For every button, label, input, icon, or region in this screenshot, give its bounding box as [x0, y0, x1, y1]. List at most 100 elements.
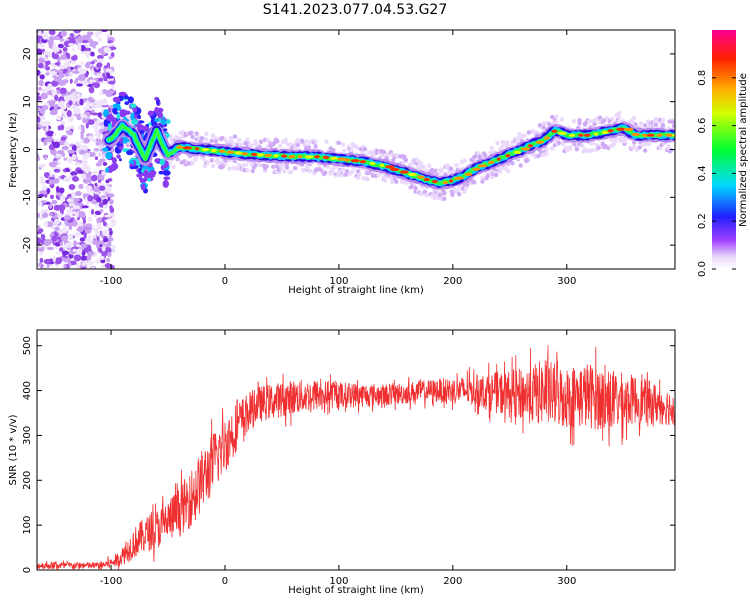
spectrogram-noise-speckle — [76, 83, 83, 87]
spectrogram-halo — [617, 114, 622, 120]
spectrogram-halo — [253, 139, 258, 144]
spectrogram-noise-speckle — [76, 169, 84, 174]
spectrogram-burst — [137, 124, 145, 131]
spectrogram-noise-speckle — [90, 209, 95, 215]
spectrogram-halo — [265, 138, 270, 143]
spectrogram-noise-speckle — [39, 250, 44, 256]
spectrogram-noise-speckle — [64, 60, 71, 67]
spectrogram-noise-speckle — [84, 62, 91, 68]
spectrogram-noise-speckle — [58, 72, 65, 79]
spectrogram-peak — [234, 151, 243, 155]
spectrogram-noise-speckle — [38, 262, 43, 268]
spectrogram-noise-speckle — [57, 43, 64, 49]
spectrogram-halo — [349, 147, 354, 153]
spectrogram-noise-speckle — [101, 252, 108, 257]
spectrogram-peak — [631, 132, 640, 136]
spectrogram-halo — [250, 168, 255, 174]
spectrogram-burst — [123, 95, 129, 100]
spectrogram-burst — [108, 123, 112, 128]
spectrogram-noise-speckle — [77, 45, 82, 51]
spectrogram-noise-speckle — [75, 211, 79, 218]
spectrogram-halo — [668, 148, 674, 153]
spectrogram-noise-speckle — [104, 186, 110, 191]
spectrogram-burst — [127, 96, 134, 104]
spectrogram-noise-speckle — [37, 95, 42, 101]
spectrogram-halo — [343, 172, 348, 177]
spectrogram-halo — [257, 162, 262, 168]
spectrogram-noise-speckle — [80, 61, 84, 66]
spectrogram-noise-speckle — [94, 33, 100, 38]
spectrogram-noise-speckle — [92, 239, 99, 245]
spectrogram-noise-speckle — [97, 173, 102, 180]
spectrogram-noise-speckle — [97, 112, 102, 118]
spectrogram-noise-speckle — [51, 235, 58, 242]
spectrogram-burst — [112, 96, 121, 103]
spectrogram-halo — [275, 138, 280, 144]
spectrogram-burst — [161, 118, 166, 126]
spectrogram-halo — [567, 145, 573, 150]
spectrogram-halo — [100, 124, 105, 130]
spectrogram-peak — [241, 152, 248, 156]
spectrogram-noise-speckle — [105, 179, 110, 184]
spectrogram-noise-speckle — [70, 96, 75, 100]
spectrogram-halo — [253, 162, 258, 168]
spectrogram-noise-speckle — [101, 171, 106, 176]
spectrogram-halo — [525, 158, 530, 163]
spectrogram-noise-speckle — [107, 107, 112, 113]
spectrogram-noise-speckle — [96, 62, 103, 68]
spectrogram-noise-speckle — [47, 246, 54, 251]
spectrogram-peak — [176, 145, 184, 149]
spectrogram-noise-speckle — [102, 245, 106, 252]
spectrogram-halo — [643, 148, 648, 153]
spectrogram-noise-speckle — [37, 92, 40, 97]
spectrogram-burst — [138, 173, 143, 181]
spectrogram-noise-speckle — [66, 156, 74, 163]
spectrogram-noise-speckle — [79, 237, 86, 242]
spectrogram-halo — [258, 139, 264, 144]
spectrogram-noise-speckle — [87, 234, 92, 241]
spectrogram-noise-speckle — [107, 80, 115, 85]
spectrogram-noise-speckle — [83, 115, 88, 119]
spectrogram-noise-speckle — [41, 185, 48, 191]
spectrogram-noise-speckle — [49, 63, 55, 67]
spectrogram-noise-speckle — [50, 194, 54, 200]
spectrogram-noise-speckle — [55, 250, 61, 255]
spectrogram-halo — [380, 153, 385, 158]
spectrogram-halo — [577, 121, 582, 126]
spectrogram-halo — [189, 130, 194, 135]
colorbar: 0.0 0.2 0.4 0.6 0.8 Normalized spectral ampl… — [697, 30, 749, 277]
spectrogram-halo — [230, 140, 235, 145]
spectrogram-burst — [137, 114, 141, 120]
spectrogram-noise-speckle — [79, 98, 84, 106]
spectrogram-burst — [119, 109, 127, 113]
spectrogram-noise-speckle — [82, 218, 86, 224]
spectrogram-noise-speckle — [86, 254, 92, 261]
spectrogram-peak — [322, 155, 330, 159]
spectrogram-halo — [554, 120, 559, 125]
spectrogram-ytick-label: 20 — [22, 48, 33, 61]
spectrogram-noise-speckle — [54, 76, 62, 82]
spectrogram-noise-speckle — [52, 255, 57, 263]
spectrogram-burst — [147, 122, 152, 126]
spectrogram-peak — [583, 133, 591, 137]
spectrogram-noise-speckle — [97, 54, 104, 60]
spectrogram-noise-speckle — [90, 61, 95, 65]
spectrogram-noise-speckle — [96, 217, 103, 224]
snr-xlabel: Height of straight line (km) — [288, 585, 424, 596]
spectrogram-noise-speckle — [38, 30, 42, 36]
spectrogram-halo — [514, 139, 519, 145]
spectrogram-noise-speckle — [97, 160, 102, 165]
spectrogram-noise-speckle — [109, 219, 117, 224]
spectrogram-noise-speckle — [46, 60, 51, 65]
spectrogram-noise-speckle — [37, 48, 43, 55]
spectrogram-noise-speckle — [72, 98, 76, 105]
spectrogram-noise-speckle — [91, 266, 95, 269]
spectrogram-noise-speckle — [82, 178, 90, 184]
spectrogram-noise-speckle — [91, 109, 95, 113]
spectrogram-noise-speckle — [43, 154, 48, 161]
spectrogram-halo — [463, 185, 469, 191]
spectrogram-halo — [293, 165, 298, 171]
spectrogram-halo — [574, 147, 579, 152]
spectrogram-peak — [390, 167, 400, 172]
spectrogram-noise-speckle — [88, 178, 92, 184]
